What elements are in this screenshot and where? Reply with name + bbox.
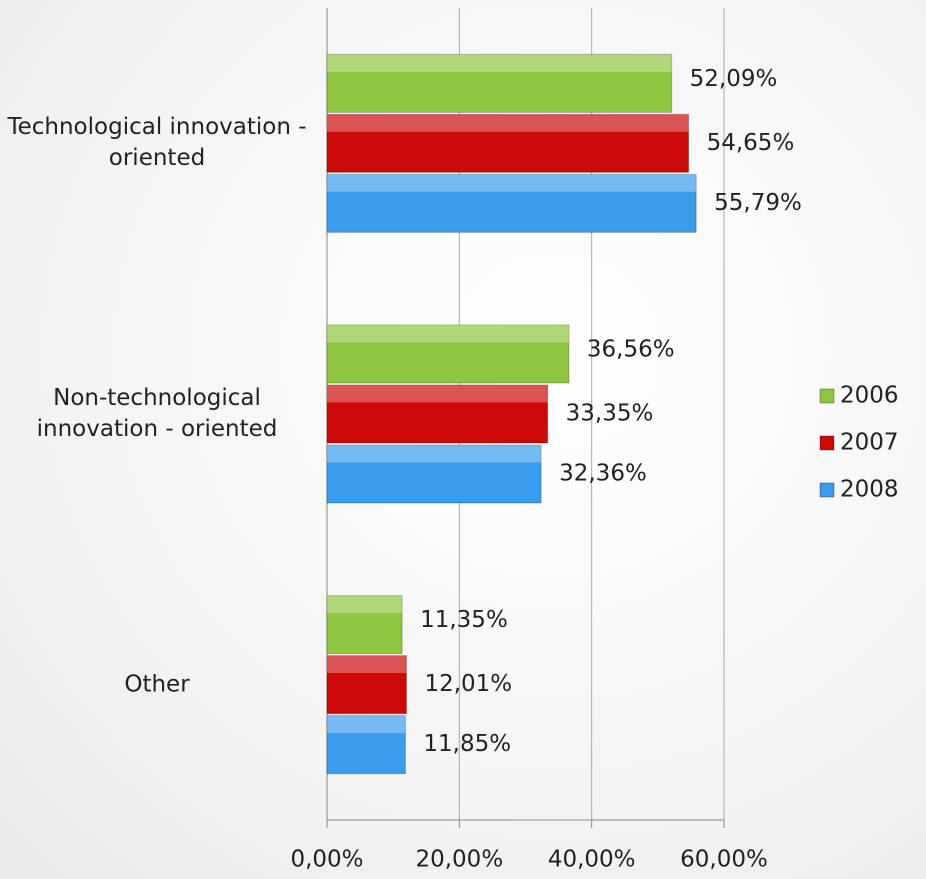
y-tick-label: Other xyxy=(7,669,307,700)
y-tick-label: Non-technological innovation - oriented xyxy=(7,383,307,445)
value-label: 36,56% xyxy=(587,337,675,363)
legend-label: 2007 xyxy=(840,430,899,456)
value-label: 33,35% xyxy=(566,401,654,427)
legend-label: 2008 xyxy=(840,477,899,503)
value-label: 52,09% xyxy=(690,66,778,92)
bar-highlight xyxy=(327,716,405,733)
chart: 0,00% 20,00% 40,00% 60,00% 52,09% 54,65% 55,79… xyxy=(0,0,926,879)
bar-highlight xyxy=(327,54,672,71)
legend-marker xyxy=(820,483,834,497)
bar-highlight xyxy=(327,114,689,131)
legend-marker xyxy=(820,436,834,450)
y-tick-label: Technological innovation - oriented xyxy=(7,112,307,174)
value-label: 54,65% xyxy=(707,130,795,156)
bar-highlight xyxy=(327,656,406,673)
bar-highlight xyxy=(327,445,541,462)
bar-highlight xyxy=(327,325,569,342)
x-tick-label: 0,00% xyxy=(290,847,363,873)
value-label: 12,01% xyxy=(424,671,512,697)
value-label: 55,79% xyxy=(714,190,802,216)
value-label: 11,85% xyxy=(423,731,511,757)
bar-highlight xyxy=(327,596,402,613)
legend-label: 2006 xyxy=(840,383,899,409)
x-tick-label: 40,00% xyxy=(548,847,636,873)
value-label: 11,35% xyxy=(420,607,508,633)
x-tick-label: 60,00% xyxy=(680,847,768,873)
bar-highlight xyxy=(327,385,548,402)
bar-highlight xyxy=(327,174,696,191)
x-tick-label: 20,00% xyxy=(415,847,503,873)
legend-marker xyxy=(820,389,834,403)
value-label: 32,36% xyxy=(559,461,647,487)
